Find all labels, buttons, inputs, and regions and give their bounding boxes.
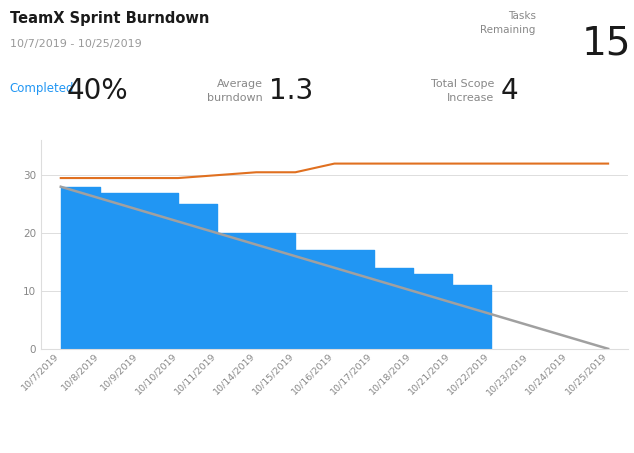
Text: 4: 4 — [501, 77, 519, 105]
Text: 10/7/2019 - 10/25/2019: 10/7/2019 - 10/25/2019 — [10, 39, 141, 48]
Text: Completed: Completed — [10, 82, 74, 95]
Text: 40%: 40% — [67, 77, 128, 105]
Text: 15: 15 — [581, 25, 631, 63]
Text: Tasks
Remaining: Tasks Remaining — [481, 11, 536, 35]
Text: TeamX Sprint Burndown: TeamX Sprint Burndown — [10, 11, 209, 26]
Text: Average
burndown: Average burndown — [207, 79, 263, 103]
Text: Total Scope
Increase: Total Scope Increase — [431, 79, 495, 103]
Text: 1.3: 1.3 — [269, 77, 314, 105]
